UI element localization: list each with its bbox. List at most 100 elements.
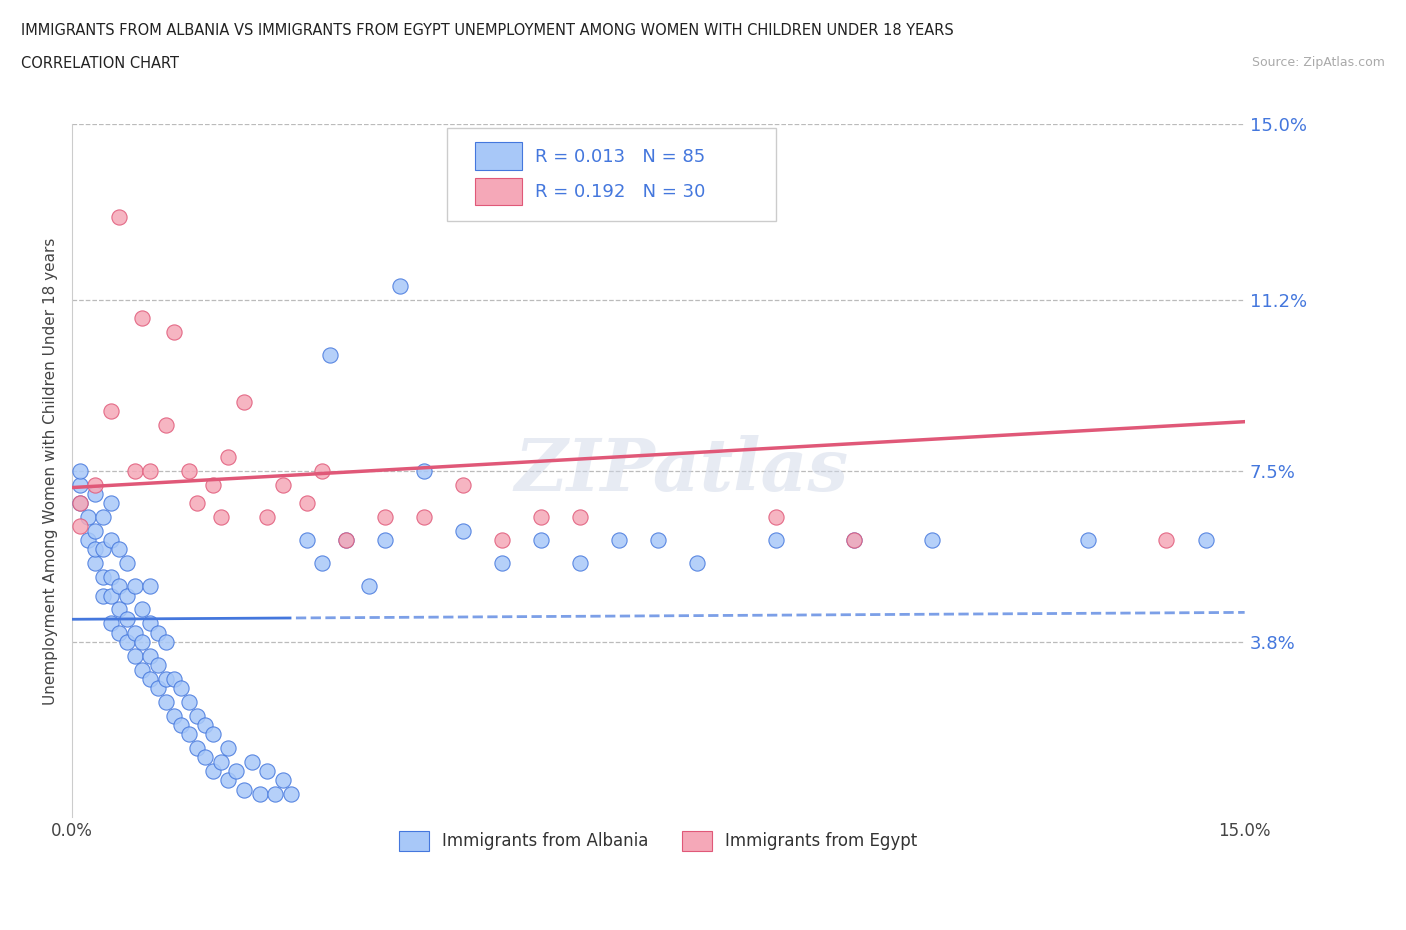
Point [412,463,434,478]
Point [108,579,131,594]
Point [84,542,107,557]
Point [359,579,381,594]
Point [530,510,553,525]
Point [271,773,294,788]
Point [124,648,146,663]
Point [842,533,865,548]
Point [280,787,302,802]
FancyBboxPatch shape [447,127,776,221]
Point [686,556,709,571]
Point [162,709,184,724]
Point [179,463,201,478]
Point [491,533,513,548]
Point [335,533,357,548]
Point [209,754,232,769]
Point [179,695,201,710]
Point [155,634,177,649]
Point [108,209,131,224]
Point [217,740,239,755]
Point [84,556,107,571]
Point [91,570,114,585]
Point [249,787,271,802]
Point [146,625,169,640]
Point [491,556,513,571]
Point [1077,533,1099,548]
Point [240,754,263,769]
Point [451,524,474,538]
Point [647,533,669,548]
Point [295,533,318,548]
Point [233,394,256,409]
Legend: Immigrants from Albania, Immigrants from Egypt: Immigrants from Albania, Immigrants from… [392,824,924,857]
Text: Source: ZipAtlas.com: Source: ZipAtlas.com [1251,56,1385,69]
Point [131,602,153,617]
FancyBboxPatch shape [475,142,522,170]
Point [201,764,224,778]
Point [194,718,217,733]
Point [271,477,294,492]
Point [124,579,146,594]
Text: IMMIGRANTS FROM ALBANIA VS IMMIGRANTS FROM EGYPT UNEMPLOYMENT AMONG WOMEN WITH C: IMMIGRANTS FROM ALBANIA VS IMMIGRANTS FR… [21,23,953,38]
Point [124,625,146,640]
Point [69,496,91,511]
Point [607,533,630,548]
Point [1194,533,1216,548]
Point [179,726,201,741]
Point [295,496,318,511]
Point [374,510,396,525]
Point [201,726,224,741]
Point [842,533,865,548]
Point [256,510,278,525]
Point [115,611,138,626]
Point [162,671,184,686]
Point [311,463,333,478]
Point [131,662,153,677]
Point [264,787,287,802]
FancyBboxPatch shape [475,178,522,206]
Point [217,773,239,788]
Point [91,510,114,525]
Point [311,556,333,571]
Point [186,496,208,511]
Point [233,782,256,797]
Point [69,496,91,511]
Point [131,634,153,649]
Point [225,764,247,778]
Point [115,634,138,649]
Point [76,510,98,525]
Point [100,496,122,511]
Point [91,588,114,603]
Point [170,681,193,696]
Point [124,463,146,478]
Point [91,542,114,557]
Point [108,542,131,557]
Point [201,477,224,492]
Point [194,750,217,764]
Point [139,463,162,478]
Text: R = 0.013   N = 85: R = 0.013 N = 85 [536,148,706,166]
Y-axis label: Unemployment Among Women with Children Under 18 years: Unemployment Among Women with Children U… [44,237,58,705]
Text: CORRELATION CHART: CORRELATION CHART [21,56,179,71]
Point [319,348,342,363]
Point [131,311,153,325]
Text: ZIPatlas: ZIPatlas [515,435,849,506]
Point [100,616,122,631]
Point [139,579,162,594]
Point [100,533,122,548]
Point [146,658,169,672]
Point [1156,533,1178,548]
Point [335,533,357,548]
Point [209,510,232,525]
Point [100,570,122,585]
Point [139,671,162,686]
Point [374,533,396,548]
Point [530,533,553,548]
Point [69,463,91,478]
Point [186,740,208,755]
Point [100,588,122,603]
Point [162,325,184,339]
Point [170,718,193,733]
Point [921,533,943,548]
Point [256,764,278,778]
Point [100,404,122,418]
